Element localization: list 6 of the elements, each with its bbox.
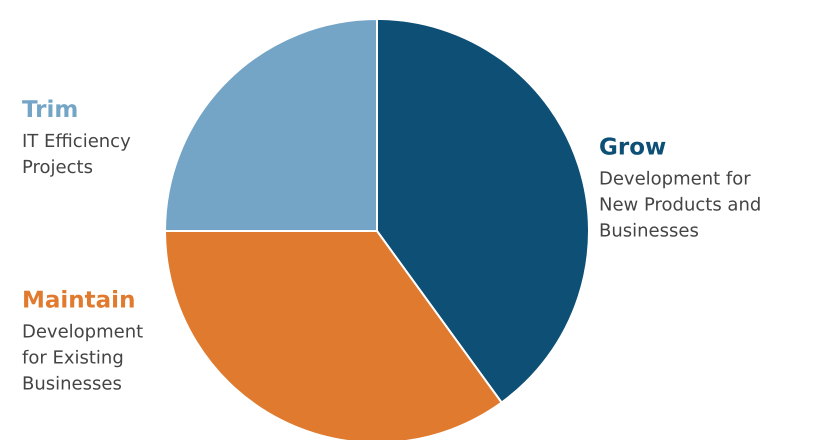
text: IT Efficiency Projects	[22, 131, 132, 178]
text: Development for New Products and Businesses	[599, 168, 762, 242]
slice-label: Grow	[599, 134, 666, 161]
slice-label: Trim	[22, 97, 78, 124]
slice-label: Maintain	[22, 287, 136, 314]
text: Development for Existing Businesses	[22, 321, 144, 394]
